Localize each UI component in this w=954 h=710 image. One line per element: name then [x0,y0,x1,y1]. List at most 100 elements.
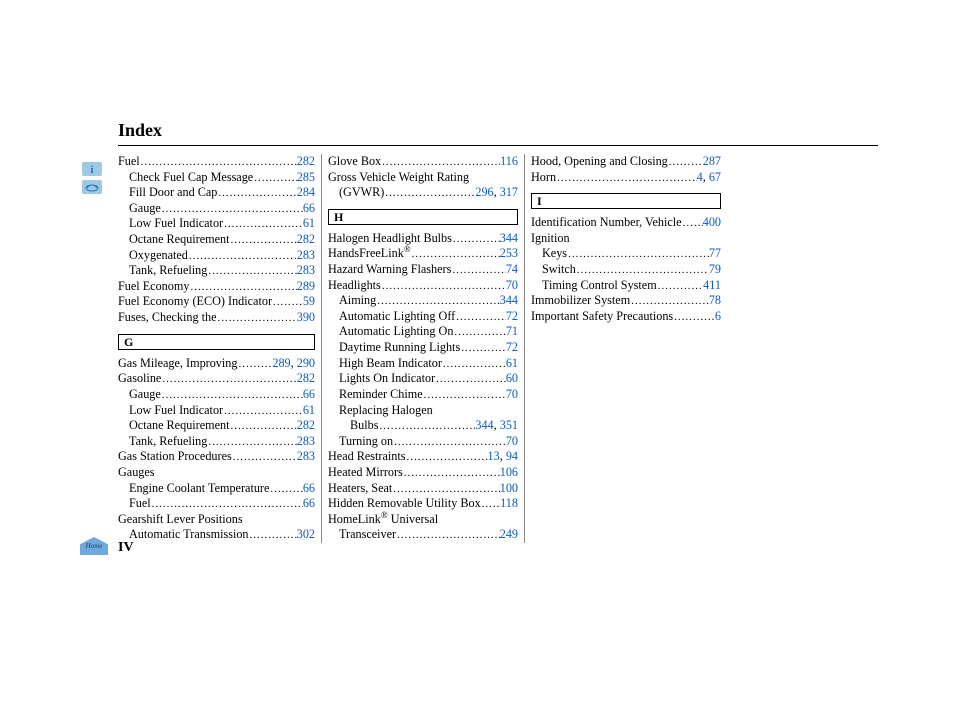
entry-pages: 302 [297,527,315,543]
entry-label: Fill Door and Cap [129,185,217,201]
page-link[interactable]: 72 [506,309,518,323]
entry-pages: 289 [297,279,315,295]
entry-label: Timing Control System [542,278,657,294]
home-icon[interactable]: Home [80,537,108,555]
page-link[interactable]: 71 [506,324,518,338]
leader-dots [423,388,506,402]
page-link[interactable]: 253 [500,246,518,260]
side-tabs: i [82,162,106,198]
index-entry: Lights On Indicator60 [328,371,518,387]
entry-label: Halogen Headlight Bulbs [328,231,452,247]
page-link[interactable]: 411 [703,278,721,292]
index-entry: Switch79 [531,262,721,278]
page-link[interactable]: 282 [297,418,315,432]
car-icon[interactable] [82,180,102,194]
entry-label: Ignition [531,231,570,247]
page-link[interactable]: 283 [297,248,315,262]
index-entry: Fuel Economy (ECO) Indicator 59 [118,294,315,310]
page-link[interactable]: 6 [715,309,721,323]
entry-label: Tank, Refueling [129,263,207,279]
page-link[interactable]: 100 [500,481,518,495]
page-link[interactable]: 70 [506,434,518,448]
leader-dots [630,294,709,308]
entry-label: Gauge [129,387,161,403]
page-link[interactable]: 72 [506,340,518,354]
page-link[interactable]: 285 [297,170,315,184]
index-entry: Replacing Halogen [328,403,518,419]
page-link[interactable]: 344 [500,293,518,307]
index-entry: Head Restraints13, 94 [328,449,518,465]
entry-pages: 287 [703,154,721,170]
page-link[interactable]: 249 [500,527,518,541]
page-link[interactable]: 106 [500,465,518,479]
page-link[interactable]: 61 [506,356,518,370]
leader-dots [567,247,709,261]
page-link[interactable]: 61 [303,216,315,230]
page-link[interactable]: 344 [500,231,518,245]
page-link[interactable]: 66 [303,201,315,215]
page-link[interactable]: 296 [475,185,493,199]
index-entry: Fill Door and Cap 284 [118,185,315,201]
leader-dots [442,357,506,371]
page-link[interactable]: 282 [297,232,315,246]
page-link[interactable]: 61 [303,403,315,417]
page-link[interactable]: 289 [297,279,315,293]
page-link[interactable]: 390 [297,310,315,324]
page-link[interactable]: 94 [506,449,518,463]
index-entry: (GVWR)296, 317 [328,185,518,201]
page-link[interactable]: 59 [303,294,315,308]
entry-label: Hazard Warning Flashers [328,262,451,278]
index-entry: Horn4, 67 [531,170,721,186]
page-link[interactable]: 282 [297,371,315,385]
page-link[interactable]: 283 [297,434,315,448]
page-link[interactable]: 351 [500,418,518,432]
page-link[interactable]: 302 [297,527,315,541]
page-link[interactable]: 70 [506,278,518,292]
page-link[interactable]: 13 [488,449,500,463]
page-link[interactable]: 287 [703,154,721,168]
leader-dots [217,186,296,200]
page-link[interactable]: 282 [297,154,315,168]
page-link[interactable]: 74 [506,262,518,276]
page-link[interactable]: 60 [506,371,518,385]
index-entry: Aiming344 [328,293,518,309]
page-link[interactable]: 289 [272,356,290,370]
page-link[interactable]: 70 [506,387,518,401]
page-link[interactable]: 116 [500,154,518,168]
page-link[interactable]: 283 [297,263,315,277]
page-link[interactable]: 78 [709,293,721,307]
leader-dots [668,155,703,169]
index-entry: Hood, Opening and Closing287 [531,154,721,170]
leader-dots [556,171,697,185]
entry-label: HandsFreeLink® [328,246,411,262]
page-link[interactable]: 344 [475,418,493,432]
entry-label: Fuel Economy (ECO) Indicator [118,294,272,310]
index-entry: Automatic Lighting On71 [328,324,518,340]
info-icon[interactable]: i [82,162,102,176]
page-link[interactable]: 66 [303,387,315,401]
entry-label: Automatic Lighting Off [339,309,455,325]
entry-pages: 72 [506,340,518,356]
page-link[interactable]: 284 [297,185,315,199]
page-link[interactable]: 67 [709,170,721,184]
page-link[interactable]: 283 [297,449,315,463]
page-link[interactable]: 77 [709,246,721,260]
page-link[interactable]: 79 [709,262,721,276]
index-entry: Hazard Warning Flashers 74 [328,262,518,278]
index-entry: Important Safety Precautions6 [531,309,721,325]
index-entry: Keys77 [531,246,721,262]
leader-dots [207,264,296,278]
page-link[interactable]: 317 [500,185,518,199]
entry-pages: 344 [500,293,518,309]
entry-pages: 77 [709,246,721,262]
page-link[interactable]: 118 [500,496,518,510]
page-link[interactable]: 66 [303,496,315,510]
index-entry: Fuel282 [118,154,315,170]
page-link[interactable]: 290 [297,356,315,370]
page-link[interactable]: 400 [703,215,721,229]
page-link[interactable]: 66 [303,481,315,495]
leader-dots [384,186,475,200]
entry-label: Head Restraints [328,449,406,465]
leader-dots [161,372,296,386]
entry-pages: 283 [297,248,315,264]
